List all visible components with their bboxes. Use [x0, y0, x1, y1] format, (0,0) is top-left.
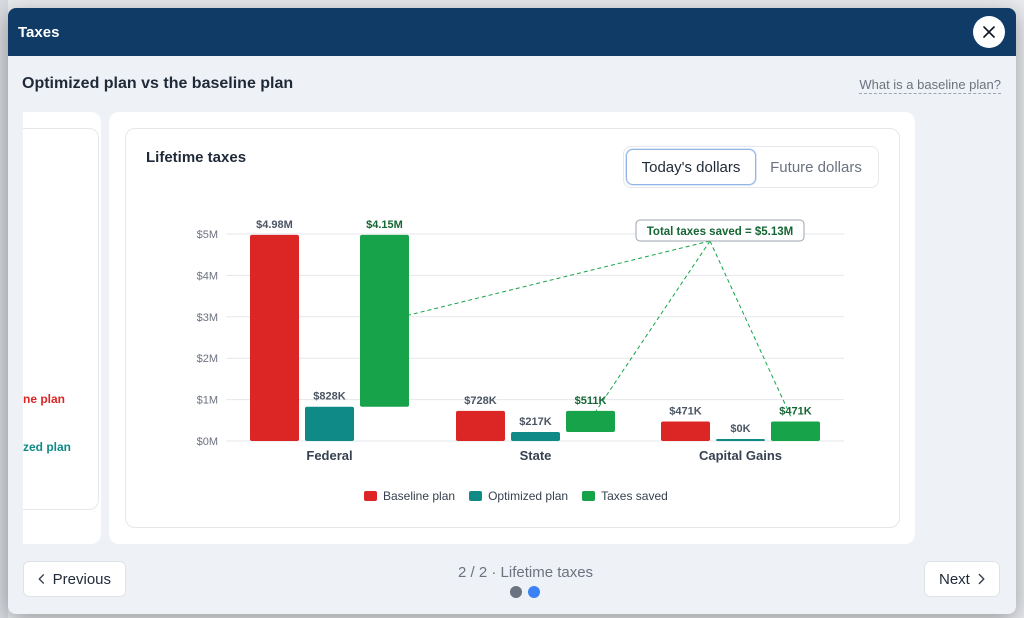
- legend-item-saved: Taxes saved: [582, 489, 668, 503]
- y-tick-label: $2M: [197, 353, 218, 365]
- dollars-toggle: Today's dollars Future dollars: [623, 146, 879, 188]
- next-button[interactable]: Next: [924, 561, 1000, 597]
- bar-optimized-plan: [305, 406, 354, 441]
- todays-dollars-option[interactable]: Today's dollars: [626, 149, 756, 185]
- legend-item-baseline: Baseline plan: [364, 489, 455, 503]
- previous-button[interactable]: Previous: [23, 561, 126, 597]
- modal-title: Taxes: [18, 23, 60, 41]
- slide-progress-label: 2 / 2 · Lifetime taxes: [458, 564, 594, 581]
- data-label: $471K: [779, 406, 811, 418]
- bar-baseline-plan: [661, 421, 710, 441]
- previous-slide-legend-baseline: ne plan: [23, 392, 66, 406]
- total-savings-annotation: Total taxes saved = $5.13M: [647, 226, 794, 238]
- legend-label-optimized: Optimized plan: [488, 489, 569, 503]
- slide-dot-1[interactable]: [510, 586, 522, 598]
- taxes-modal: Taxes Optimized plan vs the baseline pla…: [8, 8, 1016, 614]
- lifetime-taxes-chart: $0M $1M $2M $3M $4M $5M $4.98M $828K $4.15M Feder…: [197, 219, 844, 463]
- data-label: $4.15M: [366, 219, 403, 231]
- y-tick-label: $5M: [197, 229, 218, 241]
- bar-optimized-plan: [716, 439, 765, 441]
- close-button[interactable]: [973, 16, 1005, 48]
- data-label: $4.98M: [256, 219, 293, 231]
- data-label: $471K: [669, 406, 701, 418]
- carousel-right-gutter: [923, 112, 1016, 544]
- category-label: Federal: [306, 448, 352, 463]
- chevron-right-icon: [978, 573, 985, 585]
- previous-slide-panel: [23, 128, 99, 510]
- previous-slide-card[interactable]: ne plan zed plan: [23, 112, 101, 544]
- previous-slide-legend-optimized: zed plan: [23, 440, 72, 454]
- total-savings-annotation-box: [635, 219, 805, 242]
- category-label: Capital Gains: [699, 448, 782, 463]
- savings-connector-line: [709, 240, 792, 418]
- bar-taxes-saved: [360, 234, 409, 407]
- slide-dot-2[interactable]: [528, 586, 540, 598]
- legend-item-optimized: Optimized plan: [469, 489, 568, 503]
- savings-connector-line: [595, 240, 711, 412]
- bar-taxes-saved: [771, 421, 820, 441]
- bar-baseline-plan: [250, 234, 299, 441]
- previous-button-label: Previous: [52, 570, 111, 588]
- bar-baseline-plan: [456, 410, 505, 441]
- bar-taxes-saved: [566, 410, 615, 433]
- data-label: $511K: [575, 395, 607, 407]
- legend-label-saved: Taxes saved: [601, 489, 668, 503]
- legend-swatch-baseline: [364, 491, 377, 501]
- legend-swatch-saved: [582, 491, 596, 501]
- modal-header: Taxes: [8, 8, 1016, 56]
- savings-connector-line: [408, 240, 711, 316]
- data-label: $828K: [313, 391, 345, 403]
- close-icon: [983, 26, 995, 38]
- y-tick-label: $1M: [197, 395, 218, 407]
- bar-optimized-plan: [511, 432, 560, 441]
- chart-panel: Lifetime taxes Today's dollars Future do…: [125, 128, 900, 528]
- background-sidebar: [0, 0, 8, 618]
- lifetime-taxes-card: Lifetime taxes Today's dollars Future do…: [109, 112, 915, 544]
- y-tick-label: $4M: [197, 270, 218, 282]
- legend-swatch-optimized: [469, 491, 483, 501]
- data-label: $728K: [464, 395, 496, 407]
- chart-title: Lifetime taxes: [146, 149, 247, 166]
- comparison-heading: Optimized plan vs the baseline plan: [22, 75, 294, 92]
- category-label: State: [520, 448, 552, 463]
- future-dollars-option[interactable]: Future dollars: [770, 158, 862, 176]
- chart-legend: Baseline plan Optimized plan Taxes saved: [364, 489, 668, 503]
- data-label: $217K: [519, 416, 551, 428]
- baseline-help-link[interactable]: What is a baseline plan?: [859, 77, 1001, 94]
- chevron-left-icon: [38, 574, 45, 584]
- data-label: $0K: [730, 423, 750, 435]
- legend-label-baseline: Baseline plan: [383, 489, 456, 503]
- slide-dots: [510, 586, 540, 598]
- y-tick-label: $3M: [197, 312, 218, 324]
- next-button-label: Next: [939, 570, 970, 588]
- y-tick-label: $0M: [197, 436, 218, 448]
